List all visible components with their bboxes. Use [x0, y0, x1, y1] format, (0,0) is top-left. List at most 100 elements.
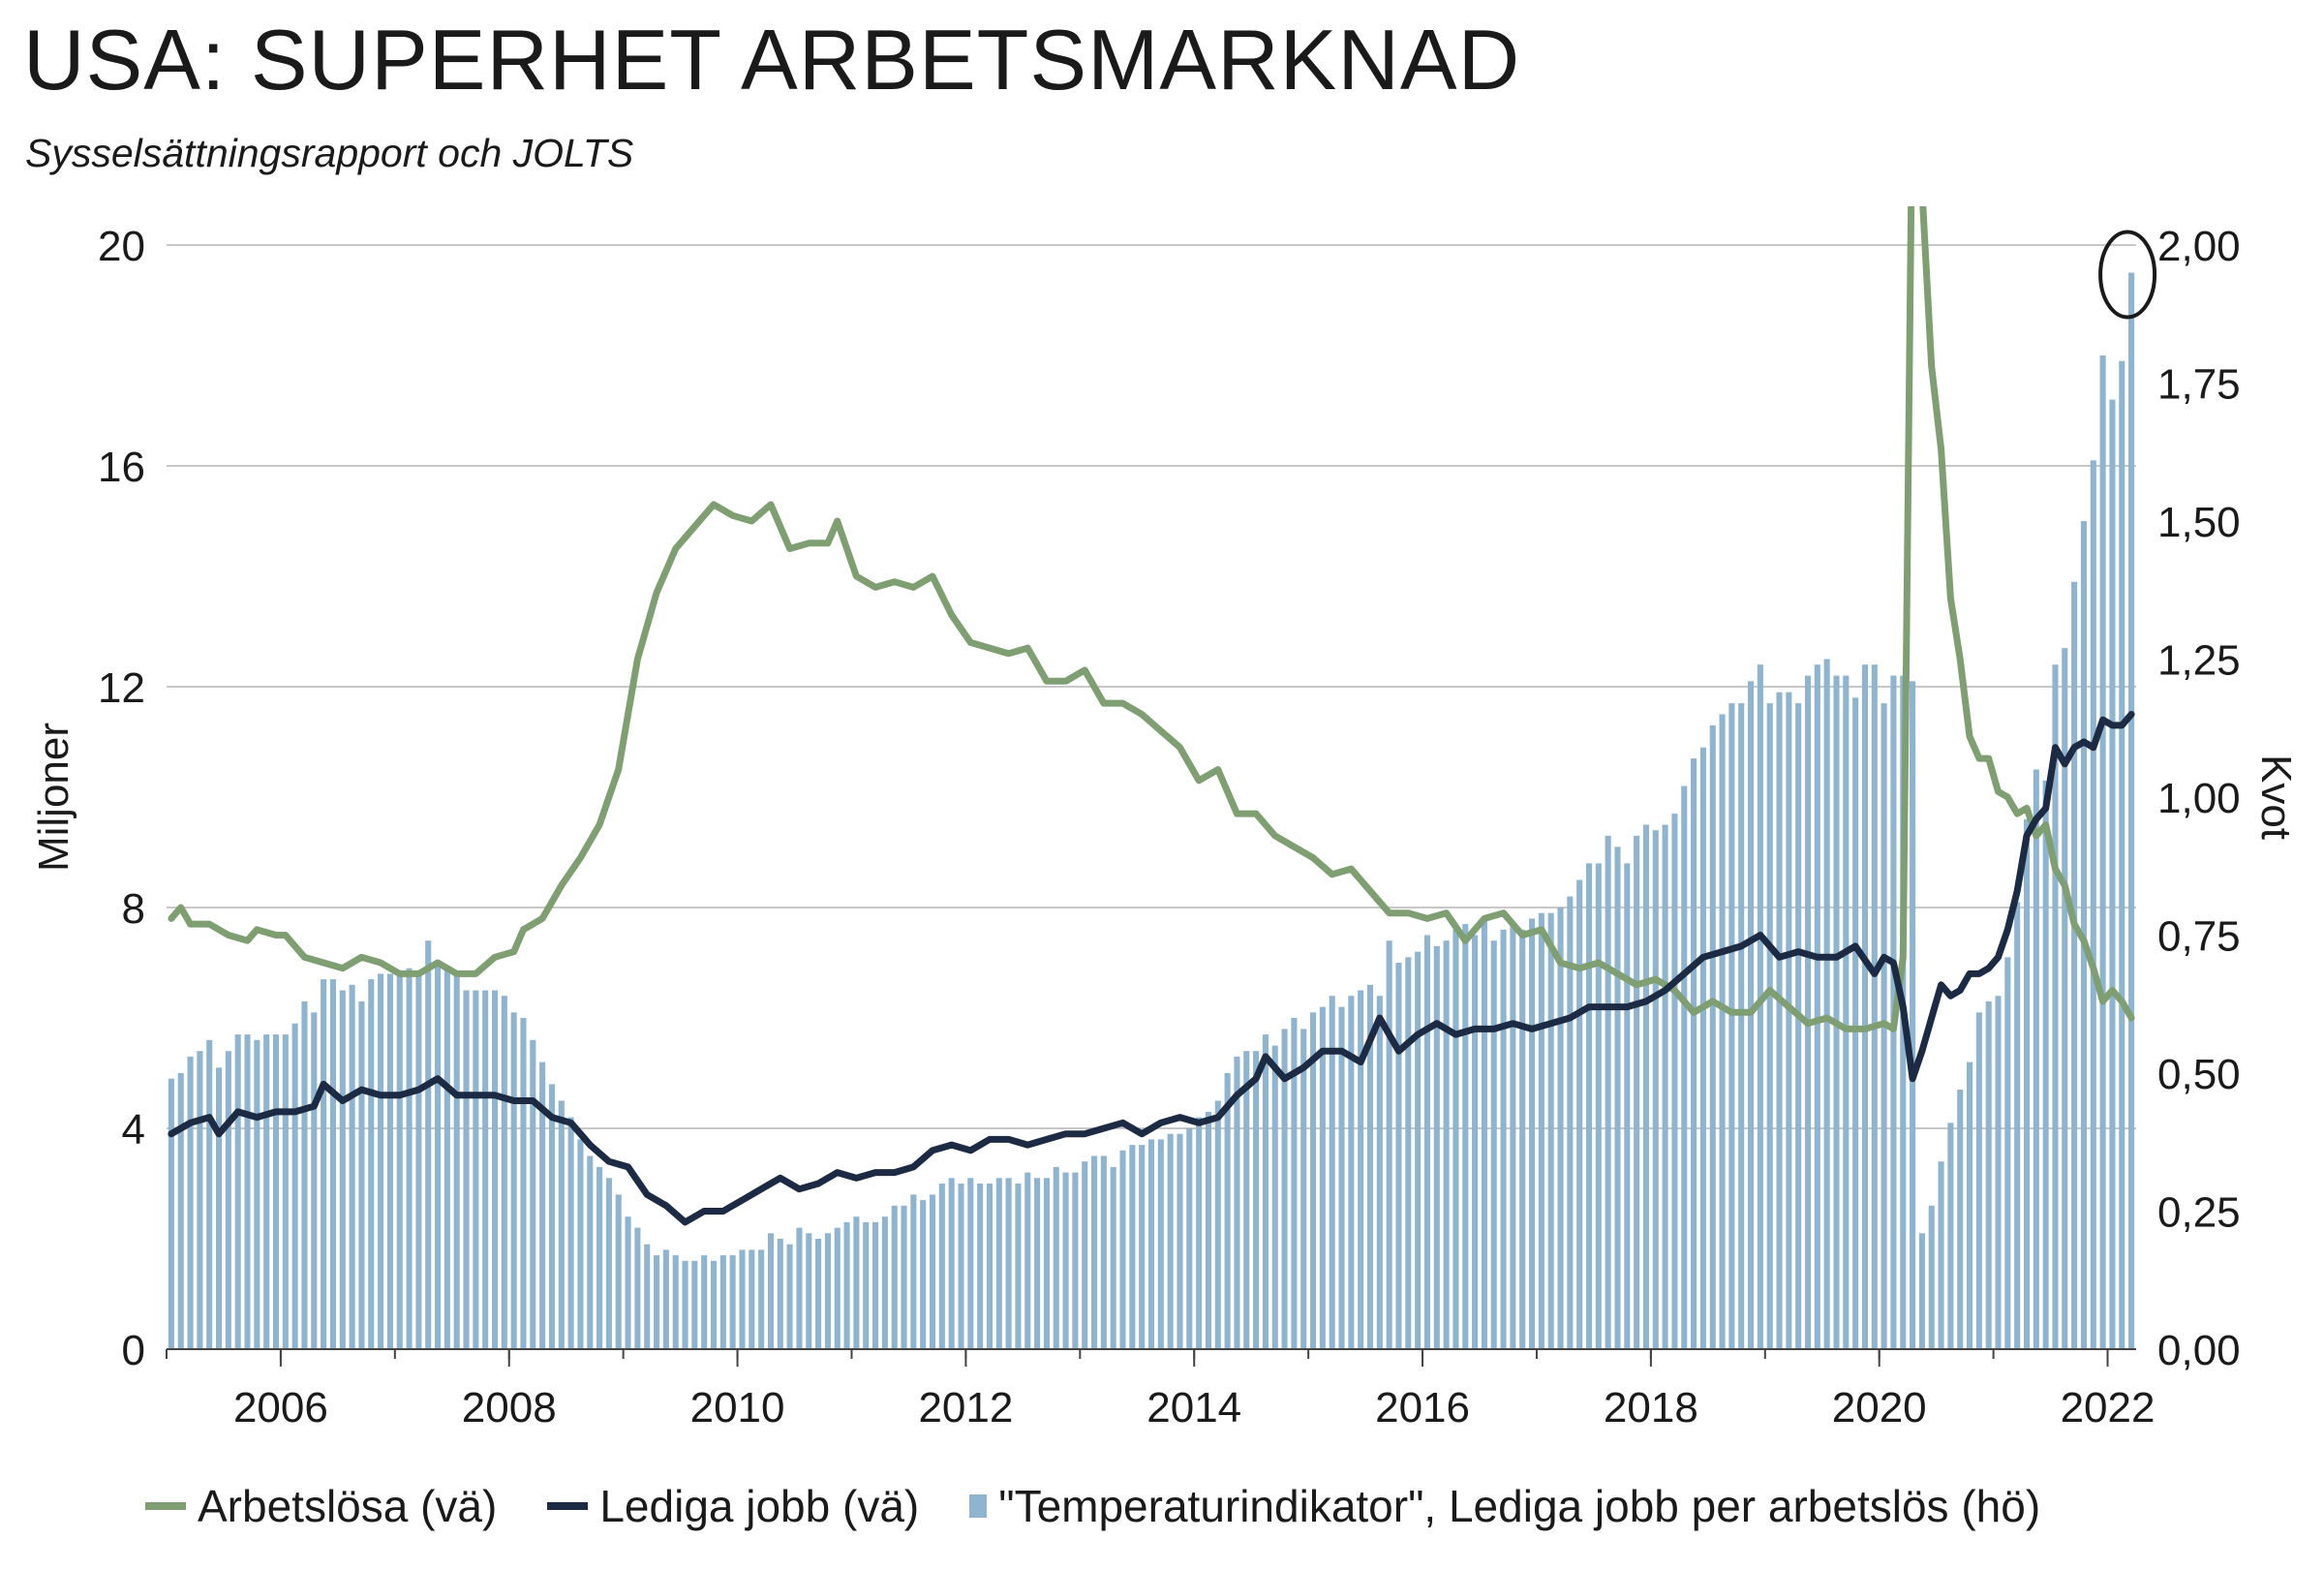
bar	[1177, 1133, 1183, 1349]
bar	[2090, 460, 2096, 1349]
bar	[1804, 675, 1812, 1349]
bar	[1928, 1205, 1935, 1349]
bar	[482, 990, 489, 1349]
bar	[187, 1056, 194, 1349]
bar	[834, 1227, 841, 1349]
bar	[520, 1018, 527, 1349]
bar	[1415, 951, 1422, 1349]
bar-series	[168, 272, 2135, 1350]
bar	[1871, 664, 1878, 1349]
bar	[1776, 692, 1783, 1349]
legend-item-ratio: "Temperaturindikator", Lediga jobb per a…	[969, 1480, 2040, 1532]
bar	[1957, 1090, 1964, 1349]
bar	[1585, 863, 1593, 1349]
legend-item-unemployed: Arbetslösa (vä)	[145, 1480, 497, 1532]
bar	[1910, 681, 1916, 1349]
annotations	[2098, 230, 2157, 320]
bar	[662, 1249, 669, 1349]
bar	[1719, 714, 1726, 1349]
bar	[1376, 996, 1383, 1349]
bar	[625, 1216, 631, 1349]
bar	[1595, 863, 1602, 1349]
x-tick-label: 2016	[1375, 1384, 1470, 1431]
bar	[1433, 945, 1440, 1349]
bar	[368, 979, 375, 1349]
bar	[1786, 692, 1792, 1349]
bar	[1557, 908, 1564, 1349]
bar	[1624, 863, 1631, 1349]
bar	[1110, 1166, 1116, 1349]
bar	[710, 1260, 718, 1349]
chart-subtitle: Sysselsättningsrapport och JOLTS	[25, 131, 634, 175]
bar	[672, 1255, 679, 1349]
bar	[1642, 824, 1650, 1349]
bar	[1766, 703, 1773, 1349]
bar	[1652, 830, 1659, 1349]
bar	[958, 1184, 964, 1349]
bar	[824, 1233, 831, 1349]
bar	[1662, 824, 1668, 1349]
bar	[463, 990, 470, 1349]
bar	[1443, 940, 1450, 1349]
bar	[1452, 929, 1459, 1349]
bar	[1691, 758, 1697, 1349]
y-right-tick-label: 1,50	[2157, 499, 2241, 546]
bar	[701, 1255, 708, 1349]
x-tick-label: 2006	[233, 1384, 328, 1431]
bar	[358, 1000, 365, 1349]
bar	[2052, 664, 2059, 1349]
bar	[1671, 814, 1678, 1349]
bar	[329, 979, 337, 1349]
bar	[197, 1051, 203, 1349]
bar	[396, 973, 403, 1349]
bar	[1938, 1161, 1944, 1349]
bar	[311, 1012, 318, 1349]
bar	[901, 1205, 907, 1349]
bar	[1605, 835, 1611, 1349]
bar	[1709, 724, 1716, 1349]
y-left-axis-title: Miljoner	[30, 723, 77, 872]
bar	[729, 1255, 736, 1349]
bar	[634, 1227, 641, 1349]
bar	[2023, 818, 2031, 1349]
bar	[234, 1034, 241, 1349]
bar	[2119, 360, 2125, 1349]
legend-label-unemployed: Arbetslösa (vä)	[198, 1481, 498, 1531]
bar	[1157, 1139, 1164, 1349]
y-left-tick-label: 20	[98, 223, 145, 270]
bar	[2128, 272, 2135, 1349]
legend: Arbetslösa (vä) Lediga jobb (vä) "Temper…	[145, 1477, 2091, 1535]
bar	[434, 963, 442, 1349]
bar	[1823, 659, 1830, 1349]
bar	[1843, 675, 1850, 1349]
x-tick-label: 2008	[462, 1384, 557, 1431]
bar	[806, 1233, 812, 1349]
bar	[1681, 785, 1688, 1349]
bar	[254, 1039, 260, 1349]
bar	[938, 1184, 945, 1349]
bar	[215, 1067, 223, 1349]
bar	[1576, 879, 1583, 1349]
bar	[1519, 929, 1526, 1349]
bar	[605, 1178, 612, 1349]
bar	[1395, 963, 1402, 1349]
bar	[1214, 1100, 1221, 1349]
bar	[548, 1084, 556, 1349]
bar	[863, 1221, 870, 1349]
bar	[948, 1178, 955, 1349]
bar	[1918, 1233, 1925, 1349]
bar	[225, 1051, 231, 1349]
bar	[1309, 1012, 1317, 1349]
bar	[2042, 780, 2049, 1349]
bar	[2071, 581, 2078, 1349]
y-right-tick-label: 0,50	[2157, 1051, 2241, 1098]
bar	[881, 1216, 888, 1349]
bar	[1500, 929, 1507, 1349]
x-tick-label: 2020	[1832, 1384, 1927, 1431]
bar	[1386, 940, 1392, 1349]
bar	[786, 1244, 793, 1349]
bar	[282, 1034, 289, 1349]
bar	[263, 1034, 270, 1349]
y-left-tick-label: 0	[122, 1327, 145, 1374]
